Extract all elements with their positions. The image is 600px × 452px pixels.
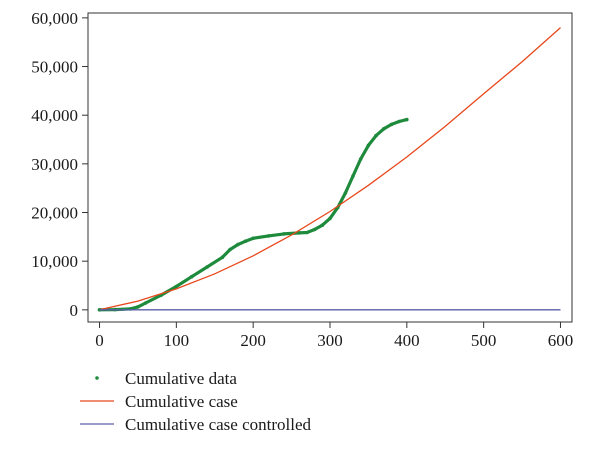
- data-point: [189, 274, 194, 279]
- x-tick-label: 600: [548, 331, 574, 350]
- data-point: [220, 255, 225, 260]
- data-point: [174, 284, 179, 289]
- y-tick-label: 10,000: [31, 252, 78, 271]
- x-tick-label: 300: [317, 331, 343, 350]
- y-tick-label: 30,000: [31, 155, 78, 174]
- x-tick-label: 400: [394, 331, 420, 350]
- data-point: [343, 191, 348, 195]
- y-axis: 0 10,000 20,000 30,000 40,000 50,000 60,000: [31, 9, 88, 320]
- legend-label: Cumulative case controlled: [125, 415, 311, 434]
- y-tick-label: 20,000: [31, 204, 78, 223]
- x-tick-label: 100: [164, 331, 190, 350]
- data-point: [405, 117, 409, 122]
- data-point: [389, 122, 394, 127]
- legend-label: Cumulative case: [125, 392, 238, 411]
- legend-label: Cumulative data: [125, 369, 237, 388]
- data-point: [243, 239, 248, 243]
- x-axis: 0 100 200 300 400 500 600: [95, 322, 573, 350]
- x-tick-label: 200: [240, 331, 266, 350]
- y-tick-label: 60,000: [31, 9, 78, 28]
- data-point: [143, 301, 148, 305]
- data-point: [236, 242, 240, 247]
- data-point: [328, 216, 332, 221]
- series-cumulative-case-line: [99, 27, 561, 311]
- data-point: [320, 223, 325, 227]
- data-point: [136, 305, 140, 309]
- data-point: [351, 174, 355, 178]
- legend: Cumulative data Cumulative case Cumulative…: [80, 369, 311, 434]
- y-tick-label: 0: [70, 301, 79, 320]
- data-point: [366, 143, 371, 148]
- data-point: [266, 234, 271, 238]
- data-point: [312, 227, 317, 232]
- data-point: [228, 247, 232, 252]
- x-tick-label: 0: [95, 331, 104, 350]
- series-layer: [97, 27, 561, 312]
- y-tick-label: 50,000: [31, 58, 78, 77]
- y-tick-label: 40,000: [31, 106, 78, 125]
- legend-marker-dot: [95, 376, 99, 380]
- data-point: [397, 119, 401, 124]
- data-point: [358, 157, 363, 161]
- x-tick-label: 500: [471, 331, 497, 350]
- data-point: [205, 265, 209, 269]
- plot-frame: [87, 12, 573, 323]
- series-cumulative-data-trail: [97, 117, 409, 312]
- data-point: [374, 133, 378, 138]
- data-point: [251, 236, 255, 241]
- data-point: [297, 231, 302, 235]
- data-point: [305, 230, 309, 235]
- data-point: [382, 127, 386, 131]
- data-point: [282, 232, 286, 236]
